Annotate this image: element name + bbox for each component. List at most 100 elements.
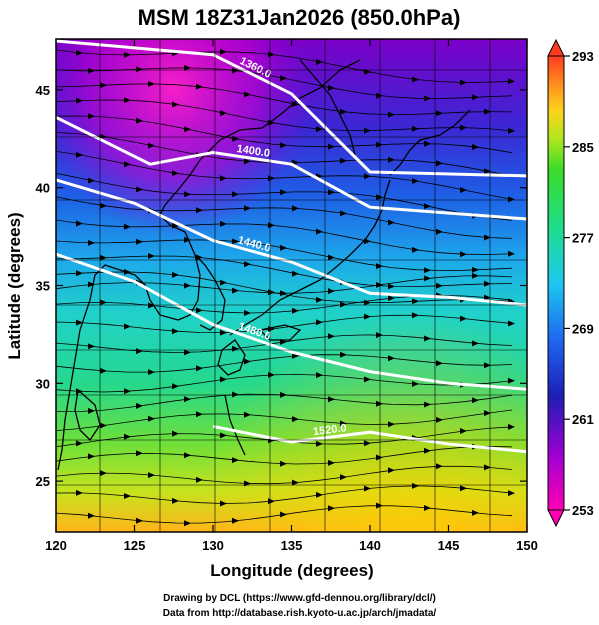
streamline-arrow <box>376 281 383 288</box>
streamline-arrow <box>172 497 179 504</box>
streamline-arrow <box>148 253 155 259</box>
streamline-arrow <box>172 170 179 177</box>
streamline-arrow <box>316 228 323 235</box>
streamline-arrow <box>136 117 143 124</box>
streamline-arrow <box>124 323 131 330</box>
colorbar: 293 285 277 269 261 253 <box>547 38 594 528</box>
streamline-arrow <box>100 367 107 374</box>
streamline-arrow <box>76 489 83 496</box>
streamline-arrow <box>388 355 395 362</box>
colorbar-label: 269 <box>572 321 594 336</box>
streamline-arrow <box>472 266 479 273</box>
streamline <box>56 234 513 271</box>
streamline-arrow <box>280 75 287 82</box>
map-title: MSM 18Z31Jan2026 (850.0hPa) <box>138 5 461 30</box>
y-tick-label: 30 <box>36 376 50 391</box>
streamline-arrow <box>136 450 143 457</box>
streamline-arrow <box>484 234 491 241</box>
streamline-arrow <box>328 333 335 340</box>
streamline-arrow <box>376 332 383 339</box>
coastline-hokkaido <box>389 109 471 176</box>
streamline-arrow <box>124 388 131 395</box>
streamline-arrow <box>76 319 83 326</box>
streamline-arrow <box>172 101 179 108</box>
streamline-arrow <box>280 460 287 467</box>
streamline <box>56 63 513 99</box>
streamline-arrow <box>316 126 323 133</box>
streamline-arrow <box>412 312 419 319</box>
streamline-arrow <box>388 156 395 163</box>
contour-line <box>212 424 527 454</box>
streamline-arrow <box>484 168 491 175</box>
contour-line <box>56 178 527 307</box>
streamline-arrow <box>232 287 239 294</box>
streamline <box>56 196 513 239</box>
streamline-arrow <box>472 144 479 150</box>
streamline-arrow <box>244 411 251 418</box>
contour-line <box>56 252 527 391</box>
coastline-japan-honshu <box>229 179 391 336</box>
streamline <box>56 253 513 287</box>
colorbar-max-arrow <box>547 38 565 57</box>
streamline-arrow <box>220 110 227 117</box>
streamline-arrow <box>364 313 371 320</box>
streamline-arrow <box>76 49 83 56</box>
streamline-arrow <box>424 275 431 282</box>
streamline-arrow <box>220 48 227 55</box>
streamline-arrow <box>124 223 131 230</box>
streamline-arrow <box>484 280 491 287</box>
x-tick-label: 130 <box>202 538 224 553</box>
streamline-arrow <box>376 141 383 148</box>
streamline-arrow <box>88 67 95 74</box>
streamline-arrow <box>136 186 143 193</box>
streamline-arrow <box>232 191 239 198</box>
coastline-korea-south <box>194 254 226 331</box>
streamline-arrow <box>172 328 179 335</box>
streamline-arrow <box>76 151 83 158</box>
streamline-arrow <box>292 352 299 359</box>
streamline-arrow <box>508 490 515 497</box>
streamline-arrow <box>148 369 155 376</box>
streamline-arrow <box>412 298 419 305</box>
streamline-arrow <box>436 160 443 167</box>
streamline-arrow <box>388 111 395 118</box>
streamline-arrow <box>328 505 335 512</box>
streamline-arrow <box>196 411 203 418</box>
streamline-arrow <box>364 485 371 492</box>
colorbar-label: 261 <box>572 412 594 427</box>
streamline-arrow <box>412 246 419 253</box>
streamline-arrow <box>316 491 323 498</box>
streamline-arrow <box>220 220 227 227</box>
x-tick-label: 145 <box>438 538 460 553</box>
streamline-arrow <box>484 464 491 471</box>
streamline-arrow <box>508 250 515 257</box>
streamline-arrow <box>136 238 143 245</box>
coastline-china <box>57 264 179 471</box>
y-tick-label: 35 <box>36 279 50 294</box>
streamline-arrow <box>280 290 287 297</box>
streamline-arrow <box>292 270 299 277</box>
streamline-arrow <box>364 127 371 134</box>
colorbar-min-arrow <box>547 509 565 528</box>
streamline-arrow <box>412 178 419 184</box>
streamline-arrow <box>508 196 515 203</box>
streamline-arrow <box>244 310 251 316</box>
streamline-arrow <box>100 254 107 261</box>
streamline-arrow <box>148 142 155 149</box>
streamline-arrow <box>184 452 191 459</box>
streamline-arrow <box>376 502 383 509</box>
streamline-arrow <box>196 207 203 214</box>
streamline-arrow <box>184 236 191 243</box>
streamline-arrow <box>388 467 395 474</box>
streamline-arrow <box>280 511 287 518</box>
streamline-arrow <box>436 228 443 235</box>
credit-data: Data from http://database.rish.kyoto-u.a… <box>162 608 437 619</box>
streamline-arrow <box>232 517 239 524</box>
streamline-arrow <box>232 457 239 464</box>
streamline-arrow <box>328 288 335 295</box>
streamline-arrow <box>100 470 107 477</box>
streamline-arrow <box>388 219 395 226</box>
coastline-korea-west <box>159 159 201 321</box>
streamline-arrow <box>136 517 143 524</box>
